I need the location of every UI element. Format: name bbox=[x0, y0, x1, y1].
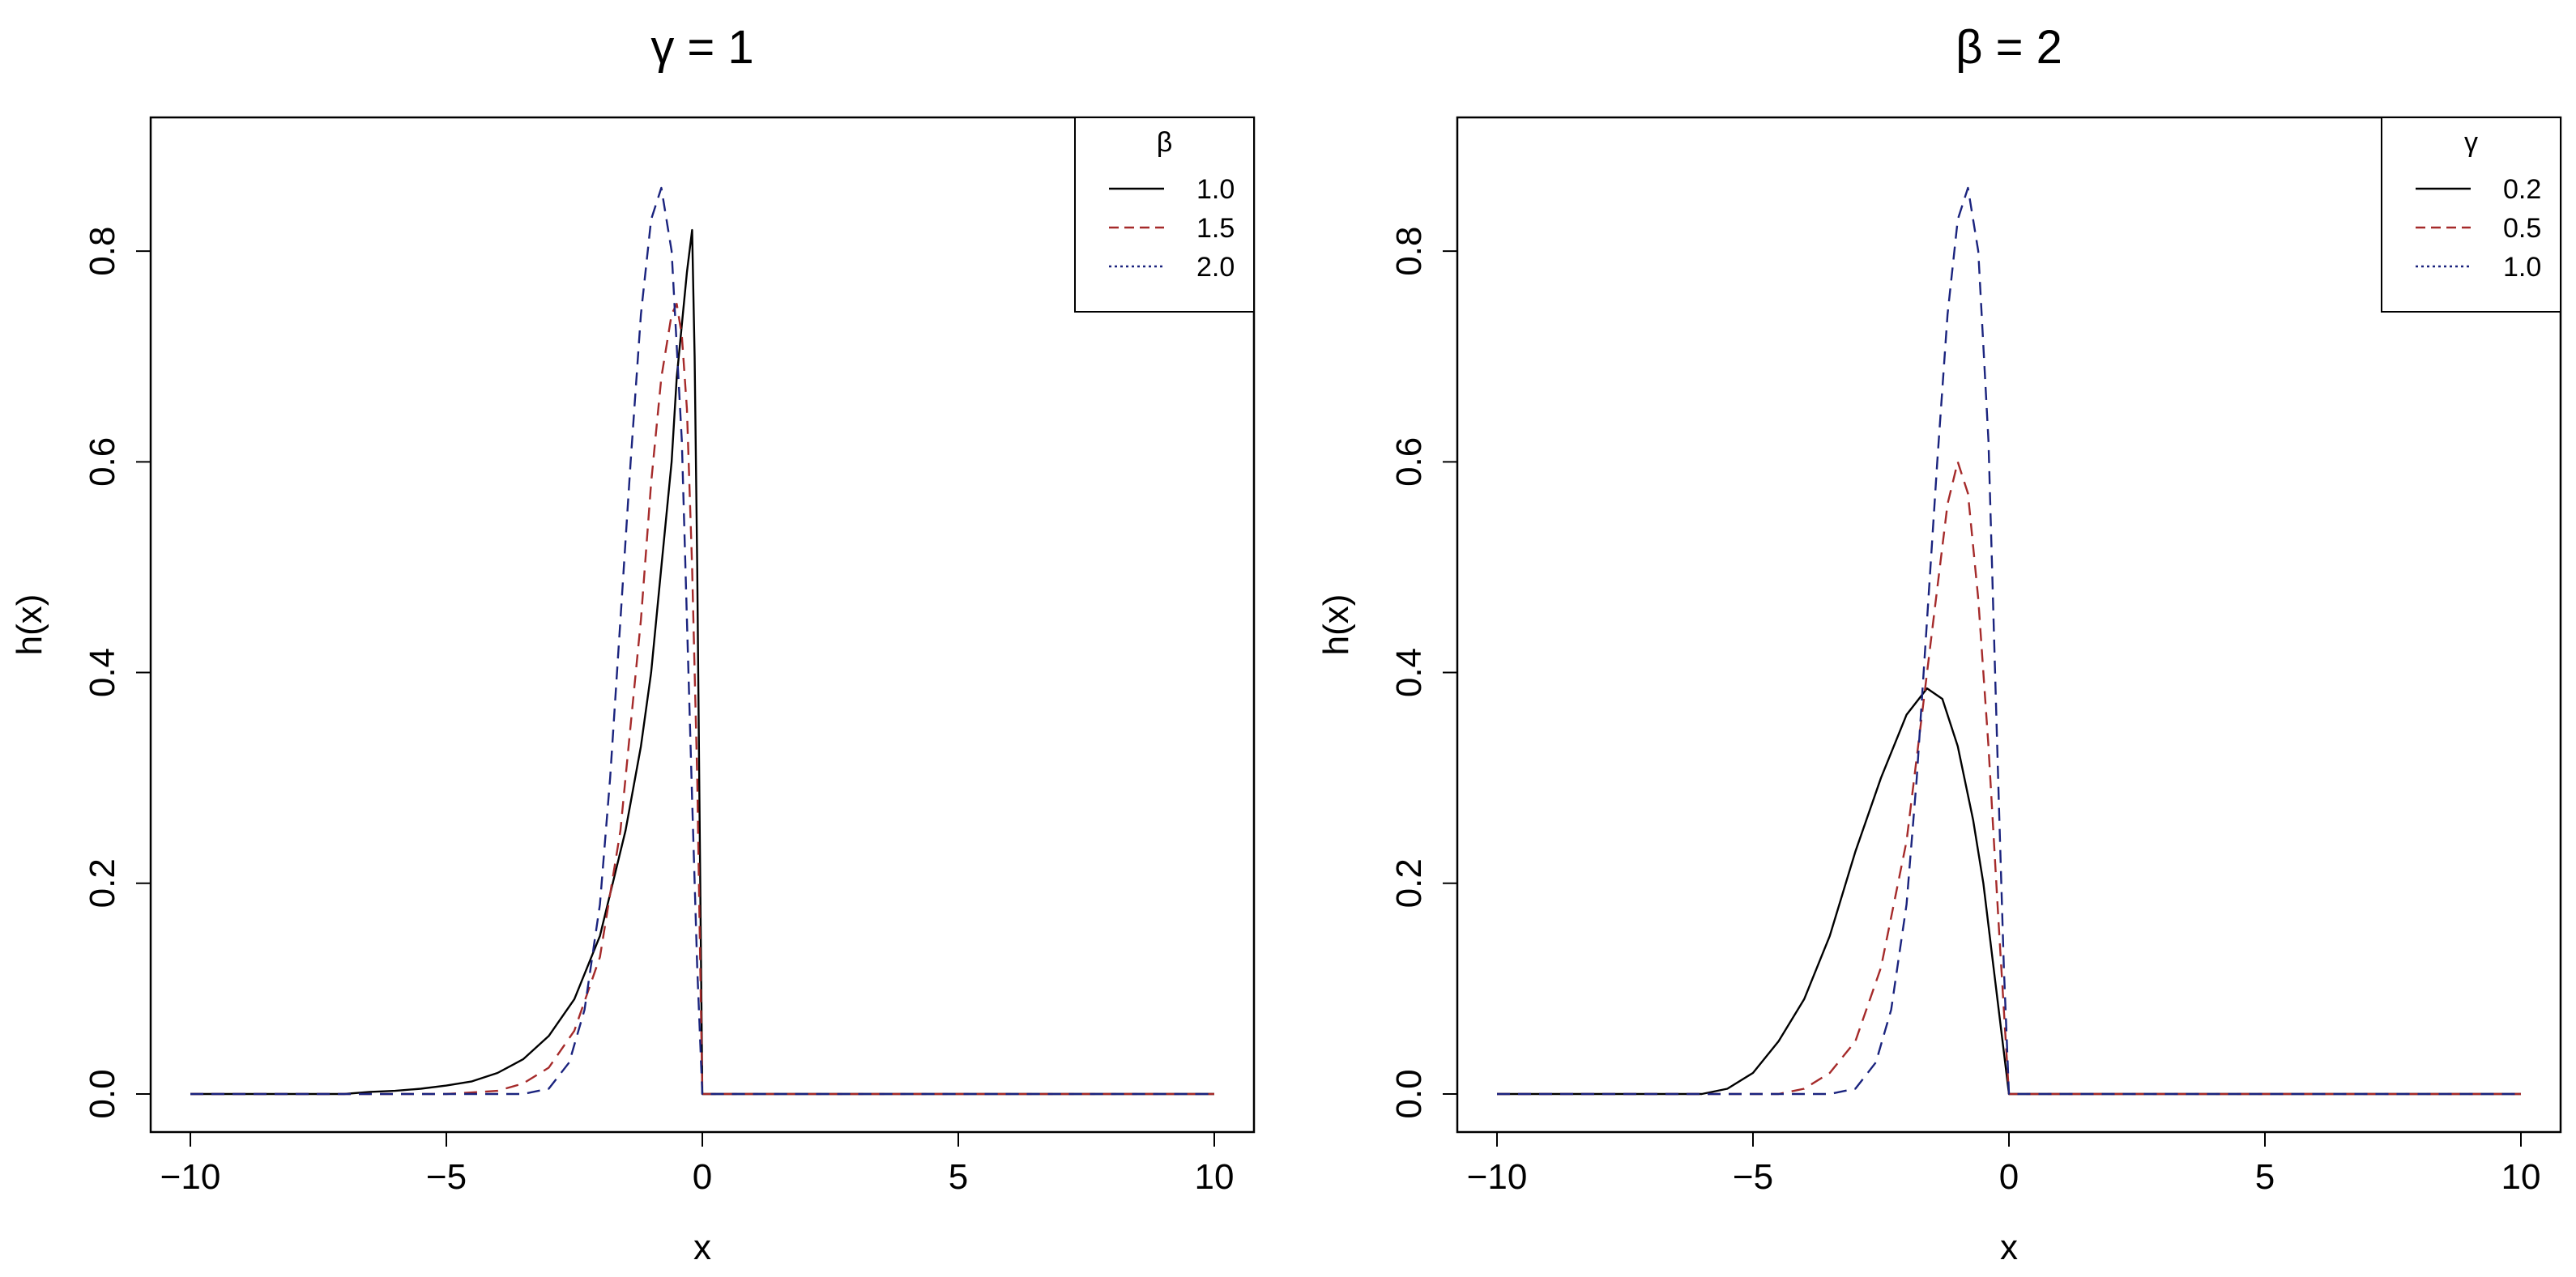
y-tick-label: 0.4 bbox=[83, 648, 122, 697]
legend-entry: 0.2 bbox=[2503, 174, 2541, 205]
chart-panel-left: γ = 1 −10 −5 0 5 10 0.0 0.2 0.4 0.6 0.8 x h(x) β 1.0 1.… bbox=[10, 21, 1256, 1267]
chart-panel-right: β = 2 −10 −5 0 5 10 0.0 0.2 0.4 0.6 0.8 x h(x) γ 0.2 0.… bbox=[1316, 21, 2562, 1267]
chart-title: γ = 1 bbox=[650, 21, 753, 74]
x-axis-label: x bbox=[2000, 1228, 2018, 1267]
legend: β 1.0 1.5 2.0 bbox=[1074, 117, 1255, 313]
series-line-1-0 bbox=[1497, 186, 2521, 1096]
x-tick-label: 10 bbox=[2501, 1157, 2541, 1197]
y-axis-label: h(x) bbox=[10, 594, 49, 656]
y-tick-label: 0.6 bbox=[1389, 437, 1429, 487]
chart-title: β = 2 bbox=[1955, 21, 2062, 74]
series-line-0-5 bbox=[1497, 461, 2521, 1096]
series-line-1-0 bbox=[190, 228, 1214, 1096]
y-tick-label: 0.4 bbox=[1389, 648, 1429, 697]
legend-box bbox=[2381, 117, 2561, 313]
legend-title: γ bbox=[2464, 127, 2478, 158]
series-line-0-2 bbox=[1497, 687, 2521, 1096]
y-tick-label: 0.2 bbox=[83, 858, 122, 908]
y-axis-label: h(x) bbox=[1316, 594, 1356, 656]
x-tick-label: 0 bbox=[693, 1157, 712, 1197]
legend: γ 0.2 0.5 1.0 bbox=[2381, 117, 2561, 313]
y-tick-label: 0.6 bbox=[83, 437, 122, 487]
legend-entry: 1.0 bbox=[1196, 174, 1235, 205]
legend-title: β bbox=[1157, 127, 1173, 158]
y-tick-label: 0.8 bbox=[1389, 227, 1429, 276]
x-tick-label: 0 bbox=[1999, 1157, 2019, 1197]
x-tick-label: 10 bbox=[1195, 1157, 1235, 1197]
y-tick-label: 0.0 bbox=[1389, 1069, 1429, 1118]
series-line-1-5 bbox=[190, 303, 1214, 1096]
y-tick-label: 0.8 bbox=[83, 227, 122, 276]
x-tick-label: −10 bbox=[160, 1157, 221, 1197]
x-axis-label: x bbox=[693, 1228, 711, 1267]
x-tick-label: −10 bbox=[1467, 1157, 1528, 1197]
x-tick-label: −5 bbox=[426, 1157, 467, 1197]
y-tick-label: 0.0 bbox=[83, 1069, 122, 1118]
legend-entry: 0.5 bbox=[2503, 213, 2541, 244]
legend-box bbox=[1074, 117, 1255, 313]
legend-entry: 1.5 bbox=[1196, 213, 1235, 244]
x-tick-label: 5 bbox=[949, 1157, 968, 1197]
y-tick-label: 0.2 bbox=[1389, 858, 1429, 908]
series-line-2-0 bbox=[190, 186, 1214, 1096]
legend-entry: 2.0 bbox=[1196, 252, 1235, 283]
legend-entry: 1.0 bbox=[2503, 252, 2541, 283]
x-tick-label: 5 bbox=[2255, 1157, 2275, 1197]
x-tick-label: −5 bbox=[1733, 1157, 1773, 1197]
